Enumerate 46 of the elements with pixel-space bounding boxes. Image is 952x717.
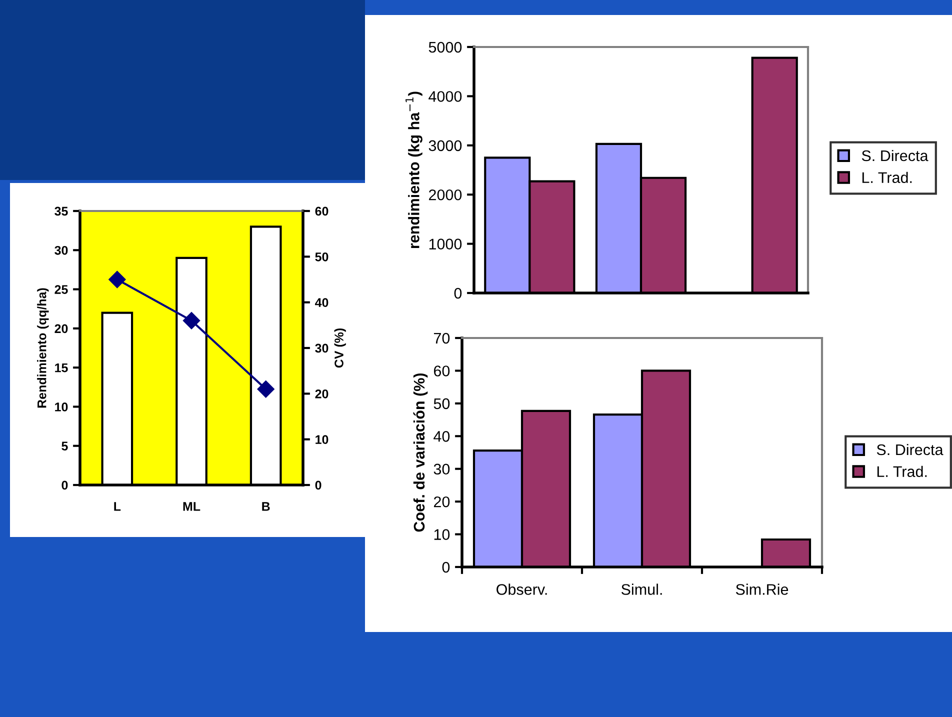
y-tick-label: 10 <box>55 402 68 412</box>
x-tick-label: Simul. <box>621 584 662 595</box>
x-tick-label: ML <box>183 502 200 511</box>
y-tick-label: 3000 <box>428 140 462 152</box>
y2-tick-label: 0 <box>315 480 322 490</box>
y2-tick-label: 50 <box>315 252 328 262</box>
point <box>182 312 200 330</box>
y-tick-label: 30 <box>54 246 68 255</box>
y-tick-label: 0 <box>62 480 68 490</box>
y2-tick-label: 30 <box>315 344 328 353</box>
y-tick-label: 0 <box>442 562 450 573</box>
y-tick-label: 20 <box>54 324 68 334</box>
y-axis-title: rendimiento (kg ha$^{−1}$) <box>406 92 422 248</box>
y-tick-label: 1000 <box>429 238 462 250</box>
legend-label: L. Trad. <box>877 466 927 478</box>
x-tick-label: Observ. <box>496 584 547 595</box>
legend-label: L. Trad. <box>862 172 912 184</box>
y-tick-label: 30 <box>434 464 450 475</box>
point <box>257 380 274 398</box>
y-tick-label: 15 <box>55 364 68 372</box>
y2-tick-label: 40 <box>314 298 328 307</box>
x-tick-label: L <box>114 502 121 511</box>
y2-tick-label: 10 <box>316 435 328 444</box>
y2-tick-label: 60 <box>315 206 328 216</box>
y2-tick-label: 20 <box>315 389 328 398</box>
x-tick-label: Sim.Rie <box>736 584 788 595</box>
y-tick-label: 35 <box>54 206 68 216</box>
legend-label: S. Directa <box>876 444 944 456</box>
y-tick-label: 4000 <box>428 91 462 102</box>
y-axis-title: Coef. de variación (%) <box>413 373 428 532</box>
y-tick-label: 10 <box>434 529 450 540</box>
y-axis-title: Rendimiento (qq/ha) <box>37 288 49 408</box>
y-tick-label: 40 <box>434 431 450 442</box>
y2-axis-title: CV (%) <box>334 328 346 368</box>
y-tick-label: 60 <box>434 366 450 376</box>
y-tick-label: 0 <box>454 288 462 299</box>
point <box>108 270 126 288</box>
y-tick-label: 25 <box>54 285 68 294</box>
y-tick-label: 70 <box>434 332 450 344</box>
x-tick-label: B <box>262 502 270 511</box>
y-tick-label: 5 <box>62 442 68 451</box>
y-tick-label: 50 <box>434 398 450 410</box>
y-tick-label: 5000 <box>428 42 462 53</box>
legend-label: S. Directa <box>862 150 928 162</box>
y-tick-label: 2000 <box>428 189 462 200</box>
y-tick-label: 20 <box>434 496 450 508</box>
